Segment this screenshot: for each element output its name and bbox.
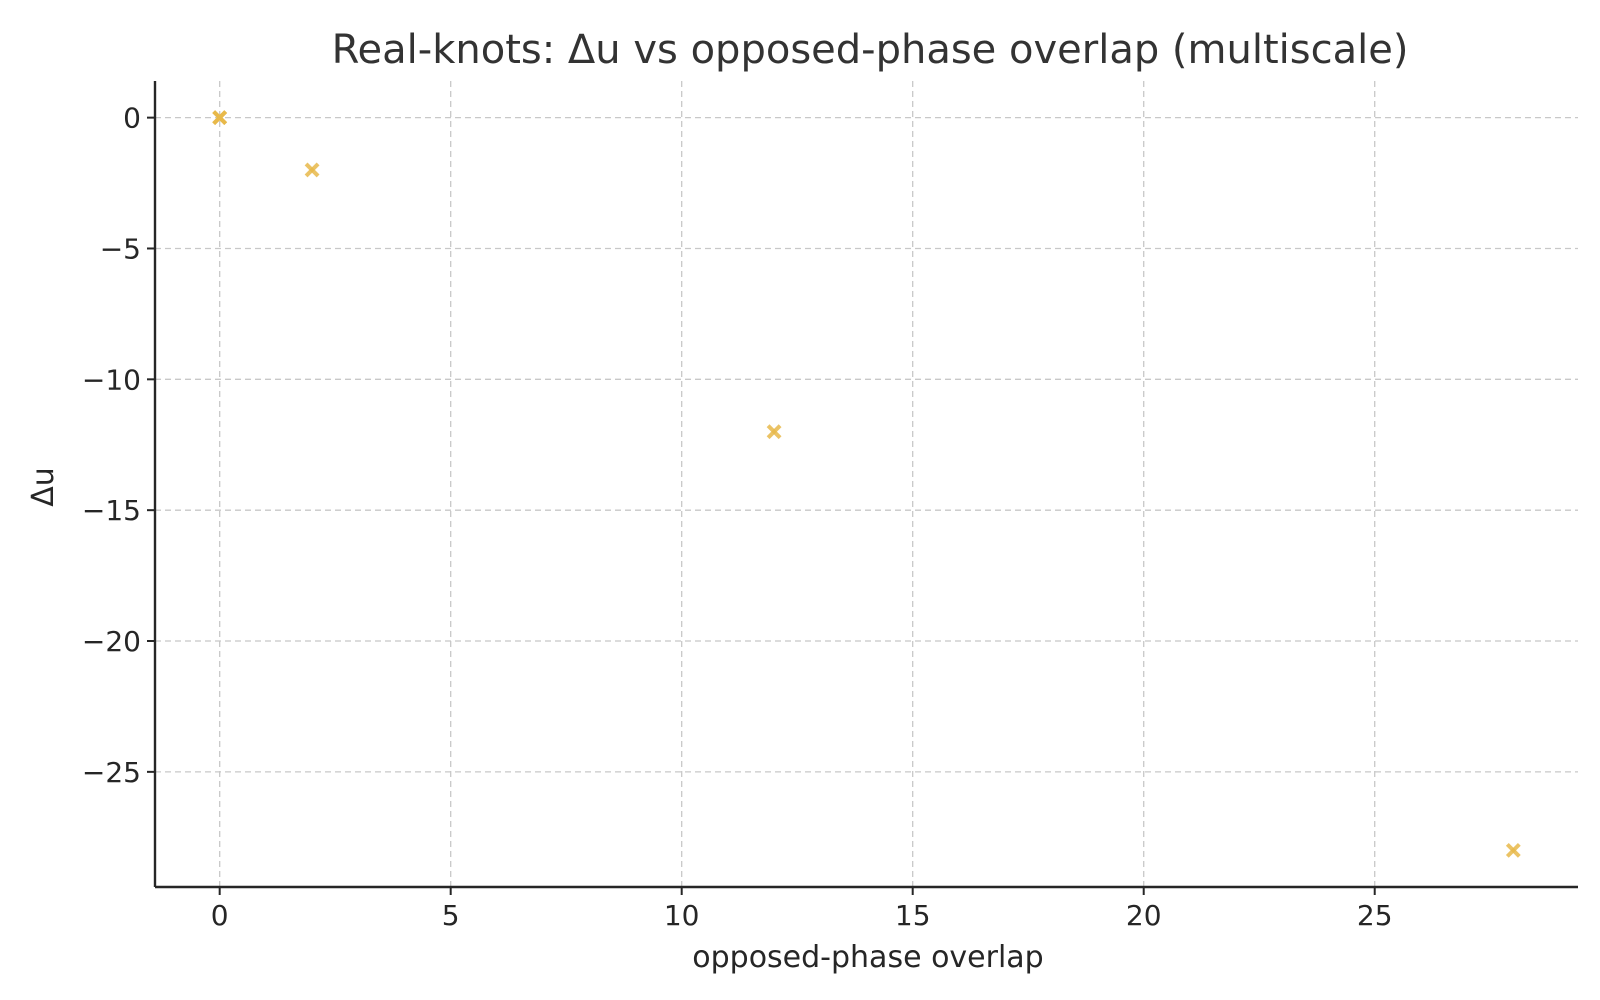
x-tick-label: 5	[442, 899, 460, 932]
marker-stroke	[1505, 842, 1521, 858]
x-tick-label: 25	[1357, 899, 1393, 932]
x-tick-label: 15	[895, 899, 931, 932]
data-point	[212, 110, 228, 126]
grid-layer	[155, 81, 1578, 887]
x-tick-label: 0	[211, 899, 229, 932]
y-tick-label: −20	[82, 625, 141, 658]
y-tick-label: −15	[82, 494, 141, 527]
axes-spines	[153, 81, 1578, 889]
x-axis-ticks: 0 5 10 15 20 25	[211, 887, 1393, 932]
y-tick-label: −5	[100, 232, 141, 265]
x-tick-label: 10	[664, 899, 700, 932]
y-axis-label: Δu	[26, 467, 61, 507]
data-point	[1505, 842, 1521, 858]
y-axis-ticks: 0 −5 −10 −15 −20 −25	[82, 102, 155, 789]
marker-stroke	[212, 110, 228, 126]
marker-stroke	[304, 162, 320, 178]
y-tick-label: −10	[82, 363, 141, 396]
x-tick-label: 20	[1126, 899, 1162, 932]
y-tick-label: −25	[82, 756, 141, 789]
data-point	[766, 424, 782, 440]
x-axis-label: opposed-phase overlap	[692, 940, 1043, 975]
marker-stroke	[766, 424, 782, 440]
points-layer	[212, 110, 1521, 858]
data-point	[304, 162, 320, 178]
y-tick-label: 0	[123, 102, 141, 135]
chart-title: Real-knots: Δu vs opposed-phase overlap …	[332, 27, 1409, 73]
